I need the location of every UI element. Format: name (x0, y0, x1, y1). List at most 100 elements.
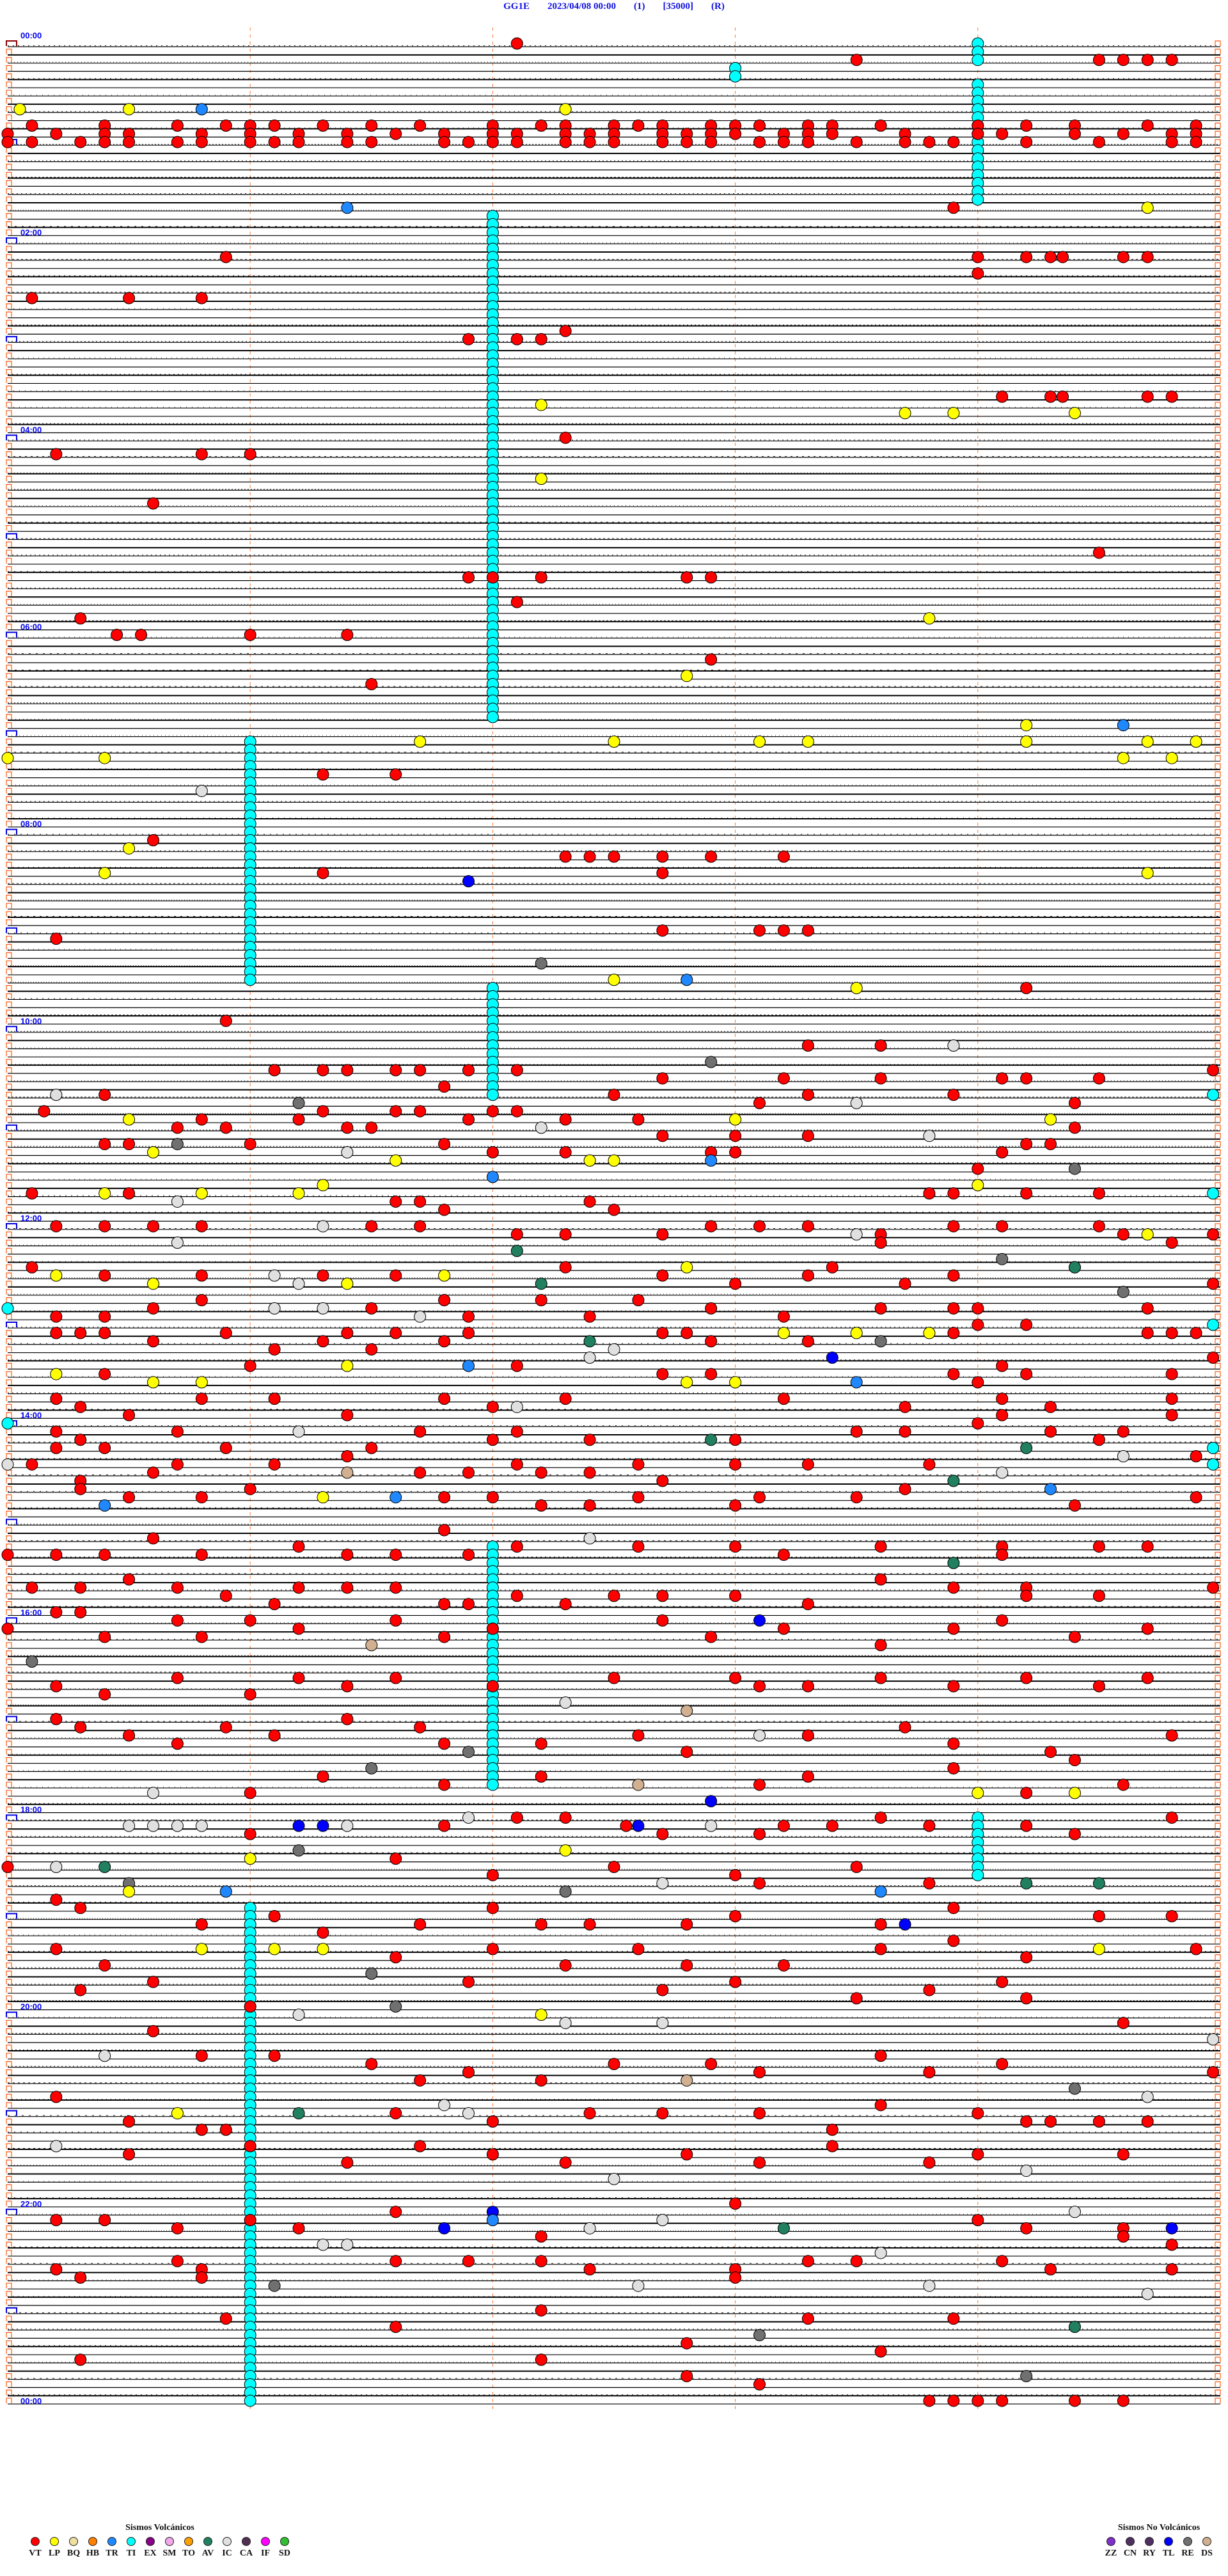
event-vt (947, 1762, 960, 1774)
event-lp (1165, 752, 1178, 764)
event-vt (899, 1400, 911, 1413)
event-vt (26, 119, 38, 132)
event-vt (341, 1712, 354, 1725)
event-vt (535, 2304, 547, 2317)
row-marker (1215, 1502, 1221, 1508)
row-marker (6, 787, 12, 794)
legend-label: SM (162, 2548, 177, 2558)
legend-label: BQ (67, 2548, 81, 2558)
event-ic (535, 1121, 547, 1134)
event-vt (1044, 2115, 1057, 2128)
row-marker (1215, 1437, 1221, 1442)
event-vt (656, 1327, 669, 1339)
row-marker (6, 1297, 12, 1303)
event-vt (244, 628, 256, 641)
event-vt (195, 1269, 208, 1282)
row-marker (6, 1100, 12, 1106)
event-lp (268, 1943, 281, 1956)
legend-swatch (146, 2537, 155, 2546)
row-marker (1215, 2184, 1221, 2190)
row-marker (1215, 1026, 1221, 1032)
event-vt (874, 1540, 887, 1553)
row-marker (6, 2332, 12, 2338)
row-marker (6, 1059, 12, 1065)
legend-swatch (107, 2537, 116, 2546)
event-vt (850, 136, 863, 148)
event-lp (535, 473, 547, 486)
event-vt (219, 1327, 232, 1339)
event-vt (74, 612, 87, 625)
row-marker (1215, 607, 1221, 613)
row-marker (6, 862, 12, 867)
event-vt (559, 1228, 572, 1241)
event-vt (268, 1064, 281, 1077)
row-marker (1215, 1773, 1221, 1780)
event-lp (50, 1269, 63, 1282)
row-marker (1215, 566, 1221, 572)
row-marker (6, 122, 12, 129)
row-marker (1215, 2398, 1221, 2404)
event-vt (74, 136, 87, 148)
event-vt (317, 867, 329, 880)
event-vt (268, 1729, 281, 1742)
row-marker (6, 607, 12, 613)
event-vt (365, 2058, 378, 2071)
event-vt (268, 1910, 281, 1923)
row-marker (1215, 541, 1221, 548)
event-vt (195, 1631, 208, 1643)
legend-label: RY (1143, 2548, 1156, 2558)
event-vt (583, 1434, 596, 1446)
event-ic (317, 2238, 329, 2251)
event-ic (171, 1195, 184, 1208)
event-vt (26, 1187, 38, 1200)
event-vt (50, 2090, 63, 2103)
event-vt (777, 850, 790, 863)
event-vt (996, 1393, 1009, 1405)
event-vt (462, 2066, 475, 2078)
row-marker (1215, 1428, 1221, 1434)
event-vt (729, 1671, 742, 1684)
event-vt (244, 1688, 256, 1701)
legend-item-hb: HB (83, 2537, 102, 2559)
event-vt (1020, 2222, 1033, 2234)
event-vt (123, 2148, 136, 2161)
row-marker (1215, 1658, 1221, 1664)
event-vt (656, 1614, 669, 1627)
event-vt (244, 136, 256, 148)
event-vt (50, 1425, 63, 1438)
row-marker (1215, 1560, 1221, 1566)
event-vt (414, 1105, 427, 1118)
event-vt (486, 1902, 499, 1915)
event-vt (171, 1581, 184, 1594)
event-vt (317, 1105, 329, 1118)
row-marker (1215, 2373, 1221, 2379)
row-marker (1215, 1863, 1221, 1870)
event-vt (1117, 1425, 1130, 1438)
row-marker (6, 1190, 12, 1196)
event-vt (923, 1984, 936, 1996)
row-marker (6, 468, 12, 473)
event-vt (777, 1310, 790, 1323)
event-vt (996, 1549, 1009, 1561)
row-marker (1215, 631, 1221, 638)
row-marker (1215, 517, 1221, 523)
row-marker (6, 2373, 12, 2379)
event-vt (98, 1089, 111, 1102)
row-marker (6, 418, 12, 424)
row-marker (6, 1174, 12, 1180)
event-vt (292, 2222, 305, 2234)
event-vt (510, 136, 523, 148)
row-marker (6, 853, 12, 860)
event-vt (850, 2255, 863, 2268)
event-vt (390, 1951, 402, 1964)
row-marker (6, 780, 12, 786)
row-marker (6, 821, 12, 826)
event-vt (753, 1828, 766, 1840)
row-marker (6, 1732, 12, 1739)
event-ic (850, 1228, 863, 1241)
row-marker (6, 599, 12, 605)
row-marker (1215, 2019, 1221, 2026)
row-marker (1215, 862, 1221, 867)
row-marker (1215, 1897, 1221, 1902)
row-marker (6, 1897, 12, 1902)
